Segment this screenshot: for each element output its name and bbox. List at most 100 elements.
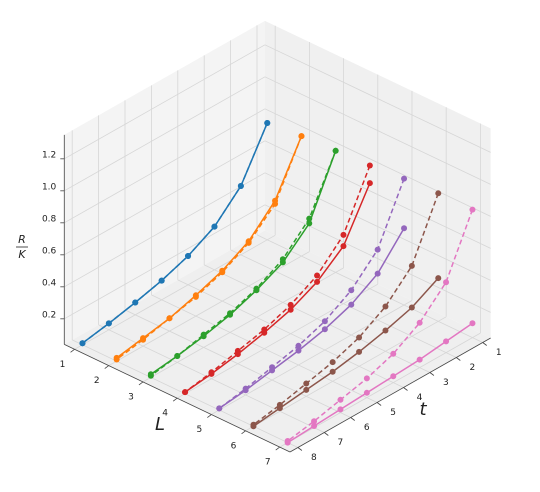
z-tick-label: 1.0 [42, 182, 57, 192]
y-tick [403, 387, 408, 391]
x-tick-label: 4 [162, 409, 168, 419]
data-point [140, 335, 147, 342]
grid-line [230, 249, 457, 358]
data-point [287, 306, 294, 313]
data-point [279, 259, 286, 266]
y-tick [297, 447, 303, 451]
x-tick [275, 446, 280, 451]
data-point [79, 340, 86, 347]
data-point [469, 320, 476, 327]
data-point [211, 223, 218, 230]
series-line [287, 322, 473, 444]
data-point [382, 327, 389, 334]
grid-line [124, 309, 351, 418]
data-point [401, 175, 408, 182]
axis-line [289, 337, 491, 453]
grid-line [245, 316, 447, 432]
y-axis-label: t [419, 399, 427, 420]
data-point [435, 275, 442, 282]
data-point [192, 292, 199, 299]
data-point [340, 231, 347, 238]
y-tick [350, 417, 355, 421]
z-axis-label-numerator: R [18, 233, 26, 246]
data-point [261, 329, 268, 336]
data-point [408, 262, 415, 269]
data-point [303, 380, 310, 387]
x-tick-label: 6 [231, 441, 237, 451]
data-point [182, 389, 189, 396]
x-tick-label: 3 [128, 392, 134, 402]
data-point [250, 423, 257, 430]
data-point [132, 299, 139, 306]
y-tick-label: 4 [417, 393, 423, 403]
data-point [311, 418, 318, 425]
data-point [390, 350, 397, 357]
data-point [443, 279, 450, 286]
z-axis-label-denominator: K [18, 248, 26, 261]
data-point [435, 190, 442, 197]
data-point [356, 348, 363, 355]
grid-line [264, 108, 491, 217]
grid-line [64, 204, 266, 320]
series-line [253, 193, 439, 426]
data-point [242, 387, 249, 394]
data-point [147, 371, 154, 378]
grid-line [264, 44, 491, 153]
series-line [82, 122, 268, 344]
data-point [329, 368, 336, 375]
grid-line [64, 108, 266, 224]
data-point [340, 243, 347, 250]
data-point [321, 326, 328, 333]
data-point [390, 373, 397, 380]
y-tick [376, 402, 382, 406]
y-tick-label: 5 [390, 408, 396, 418]
grid-line [264, 140, 491, 249]
data-point [443, 338, 450, 345]
data-point [208, 370, 215, 377]
data-point [329, 359, 336, 366]
grid-line [64, 140, 266, 256]
series-line [116, 135, 303, 359]
data-point [337, 396, 344, 403]
x-tick-label: 5 [196, 425, 202, 435]
data-point [185, 253, 192, 260]
data-point [216, 405, 223, 412]
series-line [218, 178, 405, 410]
data-point [166, 315, 173, 322]
data-point [321, 318, 328, 325]
x-tick [104, 365, 109, 369]
grid-line [64, 172, 266, 288]
x-tick-label: 1 [60, 360, 66, 370]
series-line [287, 209, 474, 442]
data-point [264, 120, 271, 127]
data-point [295, 342, 302, 349]
x-tick-label: 7 [265, 458, 271, 468]
data-point [253, 287, 260, 294]
data-point [227, 311, 234, 318]
x-axis-label: L [155, 414, 165, 435]
data-point [374, 270, 381, 277]
y-tick [324, 432, 329, 436]
data-point [348, 301, 355, 308]
data-point [374, 246, 381, 253]
data-point [469, 206, 476, 213]
grid-line [211, 300, 413, 415]
grid-line [256, 234, 483, 343]
y-tick [482, 342, 487, 346]
z-tick-label: 0.6 [42, 246, 57, 256]
data-point [113, 354, 120, 361]
data-point [416, 319, 423, 326]
data-point [356, 334, 363, 341]
data-point [314, 278, 321, 285]
data-point [298, 133, 305, 140]
grid-line [74, 234, 276, 350]
grid-line [151, 294, 378, 403]
data-point [237, 183, 244, 190]
data-point [382, 303, 389, 310]
series-line [184, 165, 371, 393]
x-tick [241, 430, 246, 435]
data-point [269, 367, 276, 374]
data-point [306, 220, 313, 227]
